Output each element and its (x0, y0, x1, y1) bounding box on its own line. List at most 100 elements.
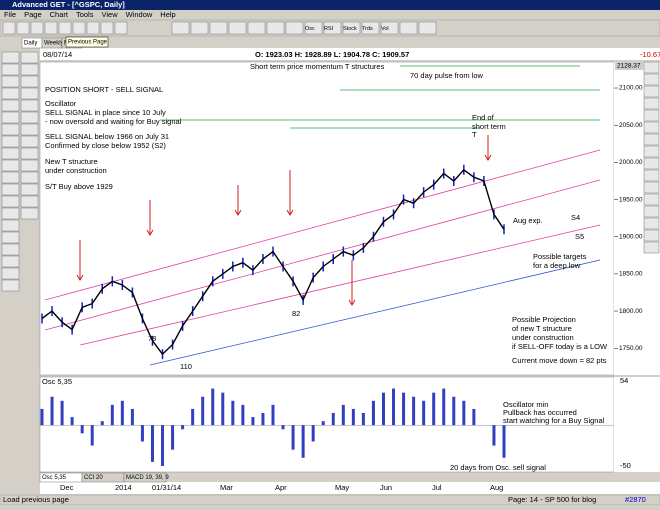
sidebar-button[interactable] (1, 243, 20, 256)
panel-tab-label[interactable]: MACD 19, 39, 9 (126, 475, 169, 481)
sidebar-button[interactable] (643, 73, 660, 86)
toolbar-button[interactable] (44, 21, 58, 35)
date-label: May (335, 483, 349, 492)
toolbar-button[interactable] (30, 21, 44, 35)
sidebar-button[interactable] (20, 99, 39, 112)
sidebar-button[interactable] (20, 63, 39, 76)
panel-tab[interactable] (123, 472, 167, 483)
panel-tab-label[interactable]: Osc 5,35 (42, 475, 67, 481)
sidebar-button[interactable] (20, 147, 39, 160)
sidebar-button[interactable] (643, 157, 660, 170)
sidebar-button[interactable] (1, 111, 20, 124)
sell-arrow-head (76, 274, 84, 281)
sidebar-button[interactable] (1, 75, 20, 88)
sidebar-button[interactable] (1, 147, 20, 160)
sidebar-button[interactable] (1, 231, 20, 244)
sidebar-button[interactable] (643, 145, 660, 158)
sidebar-button[interactable] (643, 205, 660, 218)
date-axis (40, 482, 660, 494)
sidebar-button[interactable] (643, 109, 660, 122)
toolbar-button[interactable] (228, 21, 247, 35)
toolbar-button[interactable] (16, 21, 30, 35)
sidebar-button[interactable] (1, 183, 20, 196)
toolbar-button[interactable] (418, 21, 437, 35)
sidebar-button[interactable] (643, 169, 660, 182)
sidebar-button[interactable] (20, 195, 39, 208)
sidebar-button[interactable] (643, 217, 660, 230)
sidebar-button[interactable] (1, 207, 20, 220)
toolbar-button[interactable] (247, 21, 266, 35)
sidebar-button[interactable] (1, 159, 20, 172)
sidebar-button[interactable] (1, 87, 20, 100)
date-label: Dec (60, 483, 74, 492)
toolbar-button[interactable] (323, 21, 342, 35)
sidebar-button[interactable] (20, 207, 39, 220)
sidebar-button[interactable] (1, 267, 20, 280)
toolbar-button[interactable] (285, 21, 304, 35)
toolbar-button[interactable] (86, 21, 100, 35)
menu-item[interactable]: Tools (76, 10, 94, 19)
sidebar-button[interactable] (1, 51, 20, 64)
sidebar-button[interactable] (643, 97, 660, 110)
toolbar-button[interactable] (342, 21, 361, 35)
osc-label: Osc 5,35 (42, 377, 72, 386)
sidebar-button[interactable] (20, 123, 39, 136)
toolbar-button[interactable] (114, 21, 128, 35)
sidebar-button[interactable] (643, 181, 660, 194)
sidebar-button[interactable] (643, 241, 660, 254)
menu-item[interactable]: Chart (50, 10, 69, 19)
menu-item[interactable]: Help (160, 10, 175, 19)
toolbar-button[interactable] (399, 21, 418, 35)
sidebar-button[interactable] (1, 171, 20, 184)
toolbar-button[interactable] (58, 21, 72, 35)
annotation: of new T structure (512, 324, 572, 333)
toolbar-button[interactable] (266, 21, 285, 35)
toolbar-button[interactable] (190, 21, 209, 35)
sidebar-button[interactable] (20, 51, 39, 64)
sidebar-button[interactable] (20, 171, 39, 184)
oscillator-axis (614, 377, 660, 472)
menu-item[interactable]: Window (126, 10, 153, 19)
date-label: 2014 (115, 483, 132, 492)
sell-arrow-head (146, 229, 154, 236)
sidebar-button[interactable] (1, 63, 20, 76)
toolbar-button[interactable] (209, 21, 228, 35)
sidebar-button[interactable] (643, 61, 660, 74)
toolbar-button[interactable] (100, 21, 114, 35)
sidebar-button[interactable] (643, 133, 660, 146)
sidebar-button[interactable] (1, 195, 20, 208)
toolbar-button[interactable] (304, 21, 323, 35)
date-label: Jul (432, 483, 442, 492)
sidebar-button[interactable] (1, 279, 20, 292)
sidebar-button[interactable] (1, 99, 20, 112)
y-tick-label: 2100.00 (619, 85, 643, 92)
toolbar-button[interactable] (171, 21, 190, 35)
sidebar-button[interactable] (20, 159, 39, 172)
sidebar-button[interactable] (1, 219, 20, 232)
sidebar-button[interactable] (20, 111, 39, 124)
sidebar-button[interactable] (20, 135, 39, 148)
window-title: Advanced GET - [^GSPC, Daily] (12, 0, 125, 9)
sidebar-button[interactable] (643, 85, 660, 98)
menu-item[interactable]: Page (24, 10, 42, 19)
sidebar-button[interactable] (1, 123, 20, 136)
sidebar-button[interactable] (1, 135, 20, 148)
y-tick-label: 1950.00 (619, 196, 643, 203)
sidebar-button[interactable] (20, 87, 39, 100)
toolbar-button[interactable] (72, 21, 86, 35)
menu-item[interactable]: View (101, 10, 118, 19)
sidebar-button[interactable] (643, 193, 660, 206)
sidebar-button[interactable] (20, 183, 39, 196)
tab-label[interactable]: Daily (24, 41, 37, 47)
toolbar-button[interactable] (380, 21, 399, 35)
menu-item[interactable]: File (4, 10, 16, 19)
sidebar-button[interactable] (643, 121, 660, 134)
sidebar-button[interactable] (643, 229, 660, 242)
tab-label[interactable]: Weekly (44, 41, 64, 47)
sidebar-button[interactable] (20, 75, 39, 88)
toolbar-button[interactable] (361, 21, 380, 35)
toolbar-button[interactable] (2, 21, 16, 35)
annotation: Possible Projection (512, 315, 576, 324)
panel-tab-label[interactable]: CCI 20 (84, 475, 103, 481)
sidebar-button[interactable] (1, 255, 20, 268)
